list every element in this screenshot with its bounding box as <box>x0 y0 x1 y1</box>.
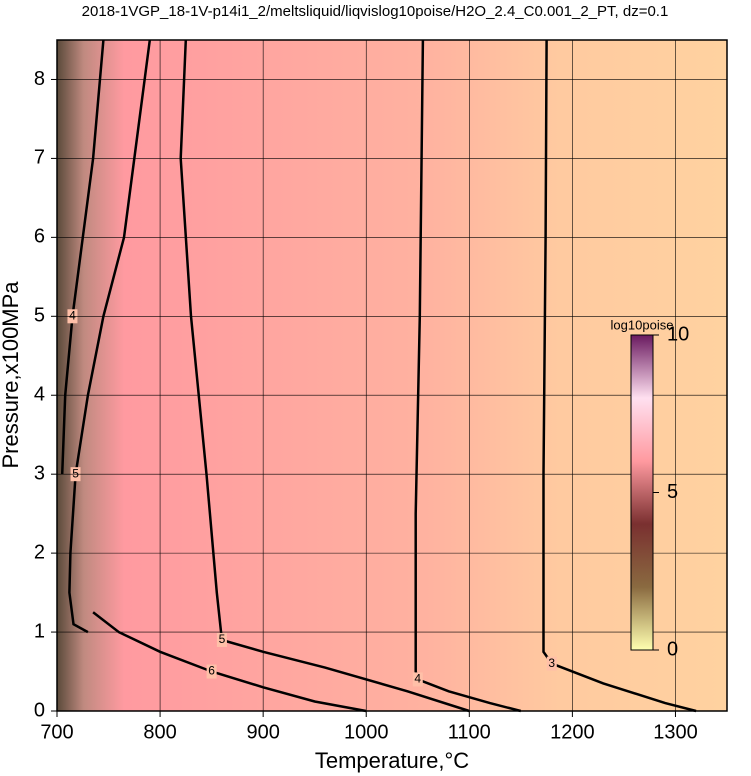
contour-label-bg <box>206 664 217 679</box>
contour-label-bg <box>546 656 557 671</box>
chart-title: 2018-1VGP_18-1V-p14i1_2/meltsliquid/liqv… <box>82 3 669 20</box>
contour-label: 5 <box>72 466 79 480</box>
x-tick-label: 1100 <box>448 721 491 743</box>
contour-label-bg <box>216 632 227 647</box>
y-tick-label: 0 <box>34 699 45 721</box>
contour-line <box>60 39 105 475</box>
contour-label: 4 <box>69 308 76 322</box>
plot-background <box>57 40 727 711</box>
contour-label: 6 <box>208 664 215 678</box>
y-tick-label: 6 <box>34 226 45 248</box>
x-tick-label: 1200 <box>550 721 595 743</box>
contour-label: 5 <box>219 632 226 646</box>
colorbar-label: log10poise <box>611 317 674 332</box>
colorbar-tick-label: 10 <box>667 323 689 345</box>
contour-label: 3 <box>548 656 555 670</box>
colorbar-tick-label: 5 <box>667 481 678 503</box>
y-tick-label: 4 <box>34 384 45 406</box>
x-axis-label: Temperature,°C <box>315 748 469 773</box>
x-tick-label: 1300 <box>653 721 698 743</box>
x-tick-label: 1000 <box>344 721 389 743</box>
plot-frame <box>56 39 728 712</box>
x-tick-label: 800 <box>143 721 176 743</box>
contour-label: 4 <box>414 672 421 686</box>
y-tick-label: 3 <box>34 462 45 484</box>
plot-layer: 3 4 5 5 6 4 700 800 900 1000 1100 1200 1300 0 1 2 3 4 5 6 7 8… <box>34 39 728 743</box>
x-tick-label: 900 <box>246 721 279 743</box>
colorbar-tick-label: 0 <box>667 638 678 660</box>
y-tick-label: 8 <box>34 68 45 90</box>
colorbar <box>630 334 654 651</box>
y-tick-label: 1 <box>34 620 45 642</box>
x-tick-label: 700 <box>40 721 73 743</box>
y-tick-label: 2 <box>34 541 45 563</box>
y-tick-label: 5 <box>34 305 45 327</box>
contour-label-bg <box>412 672 423 687</box>
y-tick-label: 7 <box>34 147 45 169</box>
y-axis-label: Pressure,x100MPa <box>0 281 23 469</box>
